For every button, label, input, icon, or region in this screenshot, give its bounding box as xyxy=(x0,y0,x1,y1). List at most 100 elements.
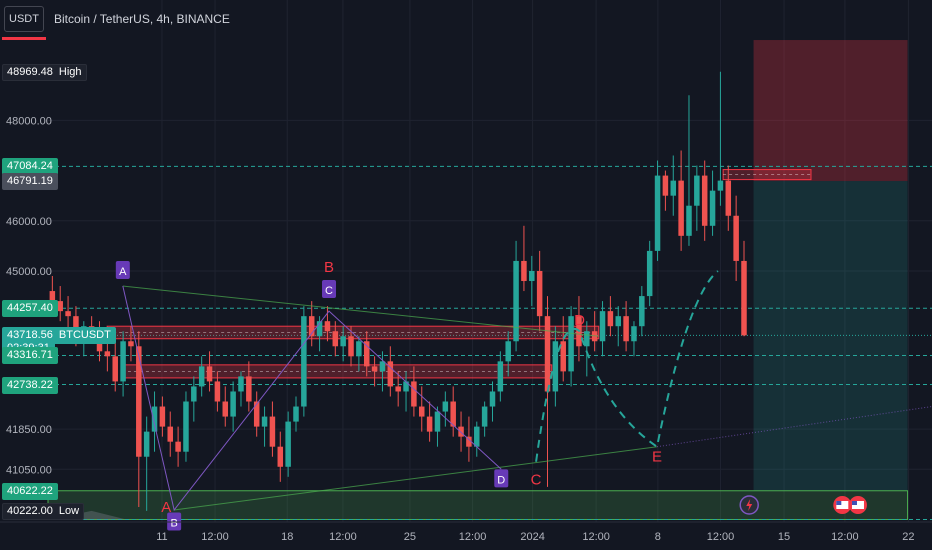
candle xyxy=(379,361,386,372)
candle xyxy=(387,361,394,387)
candle xyxy=(419,406,425,417)
candle xyxy=(269,416,276,447)
pattern-label-box xyxy=(115,260,130,279)
x-tick-label: 25 xyxy=(404,531,416,543)
candle xyxy=(143,431,150,457)
pattern-label-box xyxy=(322,280,337,299)
candle xyxy=(701,175,708,226)
candle xyxy=(466,436,472,447)
candle xyxy=(607,311,614,327)
price-tag-label: High xyxy=(58,65,82,78)
candle xyxy=(222,401,229,417)
x-tick-label: 12:00 xyxy=(201,531,229,543)
candle xyxy=(678,180,684,236)
price-tag-value: 43316.71 xyxy=(7,349,53,362)
candle xyxy=(65,311,71,317)
x-tick-label: 12:00 xyxy=(831,531,859,543)
candle xyxy=(363,341,370,367)
candle xyxy=(356,341,362,357)
candle xyxy=(159,406,166,427)
candle xyxy=(120,341,126,382)
lower-trendline xyxy=(174,446,658,511)
price-tag-value: 44257.40 xyxy=(7,302,53,315)
flag-canton xyxy=(836,501,842,505)
candle xyxy=(293,406,299,422)
candle xyxy=(371,366,378,372)
candle xyxy=(198,366,205,387)
price-tag: 46791.19 xyxy=(2,173,58,191)
y-tick-label: 41850.00 xyxy=(6,424,52,436)
symbol-button[interactable]: USDT xyxy=(4,6,44,32)
candle xyxy=(584,331,590,347)
candle xyxy=(136,346,142,457)
candle xyxy=(631,326,637,342)
candle xyxy=(175,441,181,452)
candle xyxy=(489,391,496,407)
candle xyxy=(662,175,669,196)
price-tag: 48969.48 High xyxy=(2,63,87,81)
projection-path xyxy=(535,270,719,462)
candle xyxy=(450,401,456,427)
candle xyxy=(670,180,677,196)
trend-extension xyxy=(656,406,932,448)
x-tick-label: 8 xyxy=(655,531,661,543)
candle xyxy=(332,331,339,347)
candle xyxy=(529,270,535,282)
candle xyxy=(709,190,716,226)
candle xyxy=(112,356,118,382)
price-tag-value: 42738.22 xyxy=(7,378,53,391)
candle xyxy=(57,301,63,312)
candle xyxy=(568,316,574,372)
price-tag: 43718.56 BTCUSDT xyxy=(2,327,116,345)
price-tag: 40622.22 xyxy=(2,482,58,500)
x-tick-label: 15 xyxy=(778,531,790,543)
take-profit-box xyxy=(753,181,908,491)
x-tick-label: 11 xyxy=(156,531,167,543)
candle xyxy=(497,361,504,392)
pattern-label: D xyxy=(497,474,505,486)
price-tag: 44257.40 xyxy=(2,300,58,318)
candle xyxy=(246,376,252,402)
candle xyxy=(654,175,661,251)
candle xyxy=(513,260,519,342)
flag-stripes xyxy=(836,501,849,509)
price-tag-value: 48969.48 xyxy=(7,65,53,78)
pattern-label: A xyxy=(161,499,171,516)
candle xyxy=(395,386,401,392)
candle xyxy=(324,321,331,332)
candle xyxy=(183,401,189,452)
upper-trendline xyxy=(122,285,599,337)
candle xyxy=(694,175,700,206)
candle xyxy=(73,316,79,337)
candle xyxy=(340,336,346,347)
x-tick-label: 12:00 xyxy=(582,531,610,543)
candle xyxy=(316,321,323,337)
pattern-label: C xyxy=(325,285,333,297)
candle xyxy=(285,421,291,467)
pattern-label: B xyxy=(324,259,334,276)
candle xyxy=(411,381,417,407)
stop-loss-box xyxy=(753,40,908,182)
price-tag: 43316.71 xyxy=(2,347,58,365)
demand-zone xyxy=(121,364,553,379)
candle xyxy=(238,376,244,392)
candle xyxy=(167,426,173,442)
candle xyxy=(206,366,213,382)
candle xyxy=(104,351,111,357)
x-tick-label: 12:00 xyxy=(329,531,357,543)
candle xyxy=(725,180,732,216)
price-tag-label: Low xyxy=(58,504,80,517)
price-tag-label: BTCUSDT xyxy=(58,329,111,342)
y-tick-label: 41050.00 xyxy=(6,464,52,476)
pattern-label: B xyxy=(170,518,177,530)
candle xyxy=(426,416,433,432)
candle xyxy=(261,416,268,427)
candle xyxy=(128,341,134,347)
candle xyxy=(403,381,409,392)
price-tag: 47084.24 xyxy=(2,158,58,176)
candle xyxy=(599,311,606,342)
candle xyxy=(301,316,307,407)
candle xyxy=(442,401,449,412)
